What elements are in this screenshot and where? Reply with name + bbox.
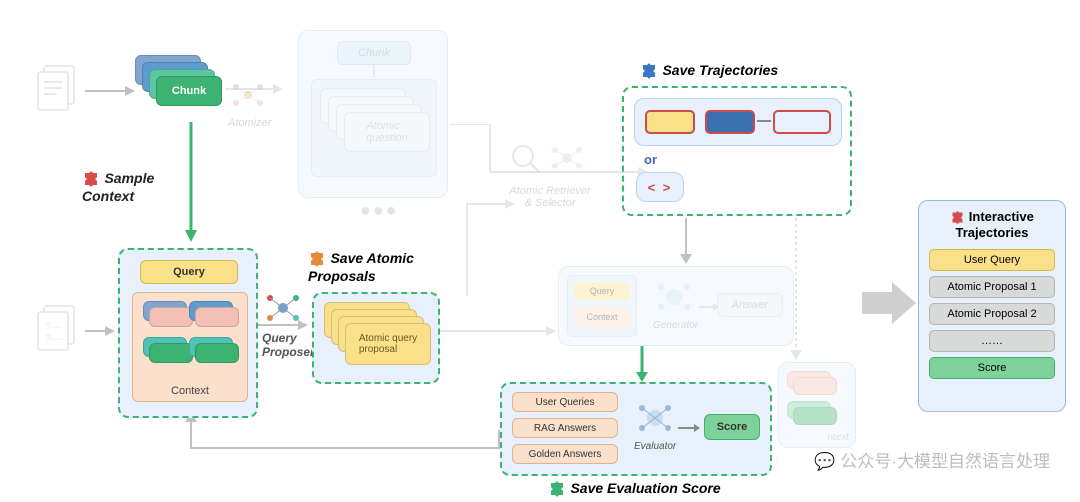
row-score: Score	[929, 357, 1055, 379]
retriever-icons: Atomic Retriever & Selector	[505, 140, 595, 209]
save-eval-label: Save Evaluation Score	[548, 480, 721, 498]
arrow-atomic-up	[465, 198, 515, 303]
sample-context-label: Sample Context	[82, 170, 154, 206]
eval-panel: User Queries RAG Answers Golden Answers …	[500, 382, 772, 476]
svg-text:?—: ?—	[45, 333, 62, 345]
faded-context-panel: ntext	[778, 362, 856, 448]
interactive-panel: Interactive Trajectories User Query Atom…	[918, 200, 1066, 412]
row-ellipsis: ……	[929, 330, 1055, 352]
arrow-eval-back	[185, 418, 505, 463]
row-atomic-2: Atomic Proposal 2	[929, 303, 1055, 325]
chunk-stack: Chunk	[135, 55, 225, 119]
docs-icon-top	[30, 60, 84, 119]
atomic-panel: Atomic query proposal	[312, 292, 440, 384]
arrow-traj-down-left	[680, 218, 692, 269]
save-trajectories-label: Save Trajectories	[640, 62, 778, 80]
arrow-chunk-down	[185, 122, 197, 247]
row-user-query: User Query	[929, 249, 1055, 271]
trajectories-panel: or < >	[622, 86, 852, 216]
puzzle-icon-blue	[640, 62, 658, 80]
atomizer-panel: Chunk Atomic question	[298, 30, 448, 198]
puzzle-icon-green	[548, 480, 566, 498]
generator-panel: Query Context Generator Answer	[558, 266, 794, 346]
query-proposer-label: Query Proposer	[262, 332, 315, 360]
docs-icon-bottom: ?— ?—	[30, 300, 84, 359]
puzzle-icon-multi	[950, 210, 965, 225]
proposer-icon	[262, 290, 304, 331]
arrow-docs-context	[85, 324, 115, 342]
puzzle-icon-red	[82, 170, 100, 188]
puzzle-icon-orange	[308, 250, 326, 268]
dots-icon: ●●●	[360, 200, 399, 221]
watermark: 💬 公众号·大模型自然语言处理	[814, 447, 1050, 472]
big-arrow	[862, 278, 916, 333]
arrow-docs-chunk	[85, 84, 135, 102]
arrow-gen-down	[636, 346, 648, 387]
row-atomic-1: Atomic Proposal 1	[929, 276, 1055, 298]
context-panel: Query Context	[118, 248, 258, 418]
save-atomic-label: Save Atomic Proposals	[308, 250, 414, 286]
arrow-chunk-atomizer	[225, 82, 285, 100]
arrow-atomic-right	[440, 324, 558, 342]
svg-text:?—: ?—	[45, 321, 62, 333]
